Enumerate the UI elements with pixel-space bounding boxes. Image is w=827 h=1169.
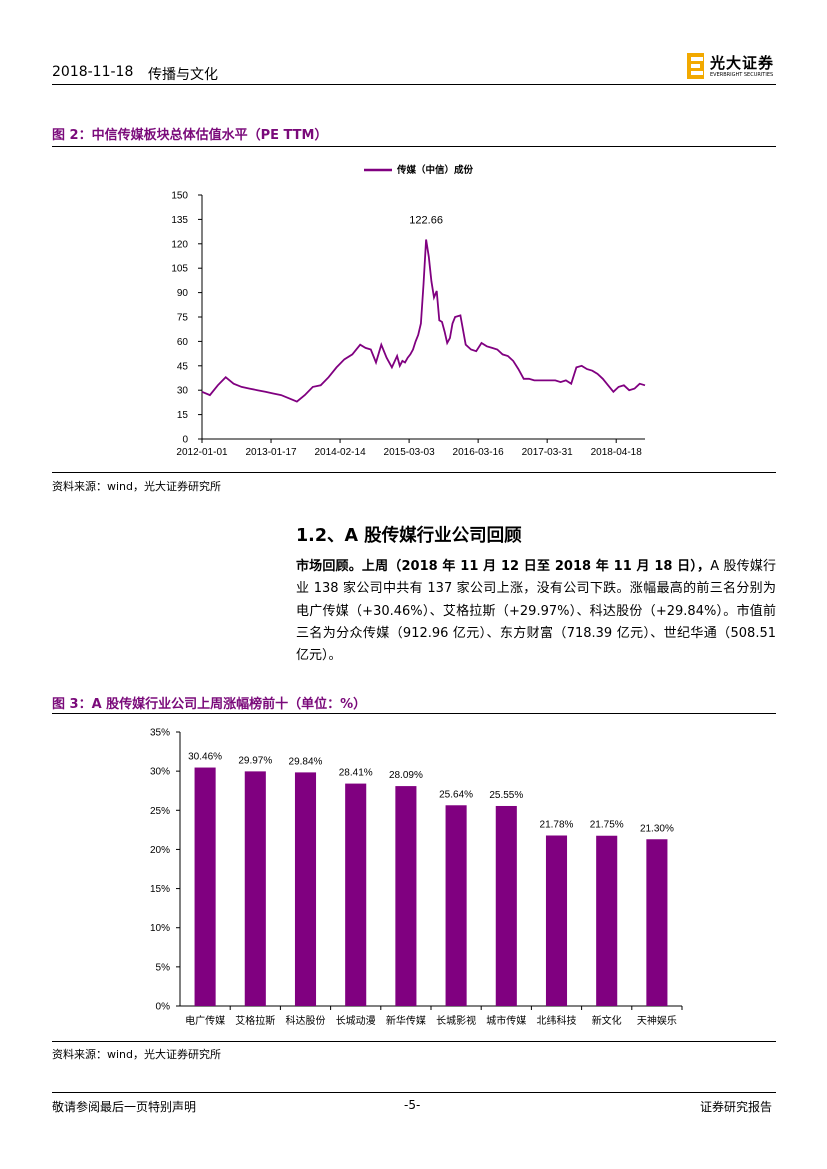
bar — [495, 805, 517, 1006]
peak-label: 122.66 — [409, 214, 443, 226]
x-tick-label: 2015-03-03 — [384, 447, 436, 458]
bar-category-label: 新文化 — [592, 1014, 622, 1027]
y-tick-label: 0% — [156, 1002, 171, 1013]
bar-value-label: 21.30% — [640, 823, 674, 834]
bar-category-label: 艾格拉斯 — [235, 1014, 275, 1027]
logo-text: 光大证券 — [710, 54, 775, 72]
y-tick-label: 0 — [182, 435, 188, 446]
y-tick-label: 15 — [177, 410, 189, 421]
page-number: -5- — [404, 1098, 421, 1112]
bar-category-label: 科达股份 — [286, 1014, 326, 1027]
company-logo: 光大证券 EVERBRIGHT SECURITIES — [686, 50, 780, 82]
bar-series: 30.46% 电广传媒 29.97% 艾格拉斯 29.84% 科达股份 28.41% 长城动漫… — [185, 752, 683, 1027]
bar — [445, 805, 467, 1006]
figure2-top-rule — [52, 146, 776, 147]
report-date: 2018-11-18 — [52, 64, 134, 80]
bar — [194, 767, 216, 1006]
figure3-source: 资料来源：wind，光大证券研究所 — [52, 1048, 222, 1061]
figure3-top-rule — [52, 713, 776, 714]
bar-category-label: 天神娱乐 — [637, 1014, 677, 1027]
bar-value-label: 21.75% — [590, 820, 624, 831]
y-tick-label: 15% — [150, 884, 170, 895]
footer-disclaimer: 敬请参阅最后一页特别声明 — [52, 1100, 197, 1114]
logo-mark-icon — [687, 53, 704, 79]
y-tick-label: 35% — [150, 728, 170, 739]
y-tick-label: 150 — [171, 191, 188, 202]
header-divider — [52, 84, 776, 85]
figure2-title: 图 2：中信传媒板块总体估值水平（PE TTM） — [52, 128, 328, 143]
bar-value-label: 25.55% — [489, 790, 523, 801]
bar — [395, 786, 417, 1006]
figure2-source: 资料来源：wind，光大证券研究所 — [52, 480, 222, 493]
x-tick-label: 2018-04-18 — [591, 447, 643, 458]
y-tick-label: 10% — [150, 923, 170, 934]
bar-category-label: 北纬科技 — [537, 1014, 577, 1027]
market-review-paragraph: 市场回顾。上周（2018 年 11 月 12 日至 2018 年 11 月 18… — [296, 556, 776, 667]
pe-series-line — [201, 239, 646, 403]
section-heading: 1.2、A 股传媒行业公司回顾 — [296, 526, 522, 546]
x-tick-label: 2012-01-01 — [176, 447, 228, 458]
y-tick-label: 20% — [150, 845, 170, 856]
bar-value-label: 25.64% — [439, 789, 473, 800]
y-tick-label: 135 — [171, 215, 188, 226]
bar-value-label: 29.97% — [238, 755, 272, 766]
bar — [646, 839, 668, 1006]
bar — [244, 771, 266, 1006]
y-tick-label: 30 — [177, 386, 189, 397]
bar — [596, 835, 618, 1006]
x-tick-label: 2013-01-17 — [245, 447, 297, 458]
y-axis: 0 15 30 45 60 75 90 105 120 135 150 — [171, 191, 203, 446]
figure2-bottom-rule — [52, 472, 776, 473]
pe-line-chart: 传媒（中信）成份 0 15 30 45 60 75 90 105 120 135 150 2012-… — [171, 164, 646, 458]
bar-value-label: 21.78% — [540, 819, 574, 830]
y-tick-label: 25% — [150, 806, 170, 817]
bar — [545, 835, 568, 1006]
bar — [345, 783, 367, 1006]
x-tick-label: 2016-03-16 — [453, 447, 505, 458]
x-tick-label: 2014-02-14 — [314, 447, 366, 458]
x-axis: 2012-01-01 2013-01-17 2014-02-14 2015-03-03… — [176, 438, 645, 458]
y-tick-label: 45 — [177, 361, 189, 372]
y-tick-label: 60 — [177, 337, 189, 348]
paragraph-lead: 市场回顾。上周（2018 年 11 月 12 日至 2018 年 11 月 18… — [296, 559, 711, 574]
figure3-bottom-rule — [52, 1041, 776, 1042]
paragraph-body: A 股传媒行业 138 家公司中共有 137 家公司上涨，没有公司下跌。涨幅最高… — [296, 559, 777, 664]
x-tick-label: 2017-03-31 — [522, 447, 574, 458]
bar-category-label: 电广传媒 — [185, 1014, 225, 1027]
y-tick-label: 75 — [177, 313, 189, 324]
bar — [294, 772, 317, 1006]
legend-label: 传媒（中信）成份 — [396, 164, 474, 176]
footer-divider — [52, 1092, 776, 1093]
gainers-bar-chart: 0% 5% 10% 15% 20% 25% 30% 35% 30.46% 电广传媒 29.97% 艾… — [150, 728, 683, 1027]
figure3-title: 图 3：A 股传媒行业公司上周涨幅榜前十（单位：%） — [52, 697, 367, 712]
bar-value-label: 30.46% — [188, 752, 222, 763]
bar-value-label: 28.41% — [339, 768, 373, 779]
y-tick-label: 30% — [150, 767, 170, 778]
bar-category-label: 城市传媒 — [486, 1014, 526, 1027]
y-tick-label: 105 — [171, 264, 188, 275]
y-tick-label: 5% — [156, 962, 171, 973]
logo-subtext: EVERBRIGHT SECURITIES — [710, 72, 774, 78]
bar-category-label: 新华传媒 — [386, 1014, 426, 1027]
footer-report-type: 证券研究报告 — [700, 1100, 773, 1114]
bar-category-label: 长城动漫 — [336, 1015, 376, 1027]
y-tick-label: 90 — [177, 288, 189, 299]
report-sector: 传播与文化 — [148, 67, 218, 83]
y-tick-label: 120 — [171, 239, 188, 250]
bar-category-label: 长城影视 — [436, 1014, 476, 1027]
bar-value-label: 29.84% — [289, 756, 323, 767]
bar-value-label: 28.09% — [389, 770, 423, 781]
